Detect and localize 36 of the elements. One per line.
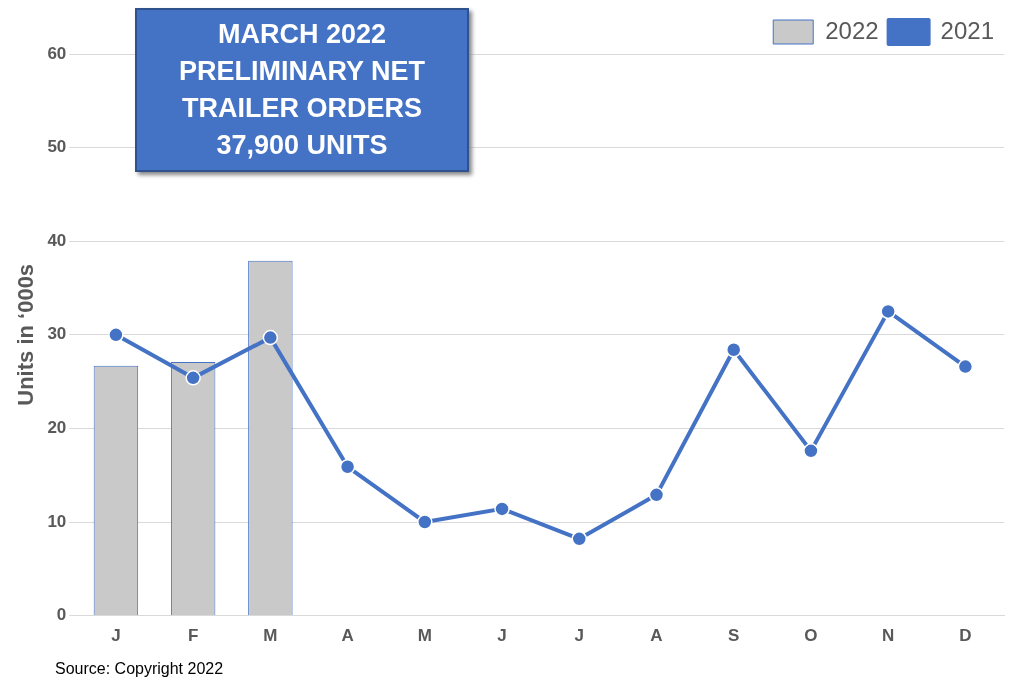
y-tick-label: 50 — [47, 137, 67, 157]
y-tick-label: 20 — [47, 418, 67, 438]
y-axis-title: Units in ‘000s — [13, 263, 39, 406]
legend-label: 2021 — [940, 16, 994, 44]
point — [880, 303, 896, 320]
x-tick-label: D — [959, 626, 972, 646]
y-tick-label: 0 — [56, 605, 67, 625]
y-tick-label: 30 — [47, 324, 67, 344]
source-note: Source: Copyright 2022 — [55, 660, 224, 678]
point — [262, 329, 279, 346]
point — [494, 501, 510, 517]
x-tick-label: F — [187, 626, 199, 646]
point — [725, 342, 742, 358]
y-tick-label: 10 — [47, 511, 67, 531]
x-tick-label: N — [882, 626, 895, 646]
point — [957, 358, 974, 375]
legend-label: 2022 — [825, 16, 879, 44]
x-tick-label: M — [417, 626, 432, 646]
x-tick-label: M — [263, 626, 278, 646]
point — [417, 514, 433, 530]
point — [339, 459, 356, 475]
point — [185, 370, 201, 386]
point — [803, 443, 819, 459]
x-tick-label: A — [341, 626, 354, 646]
y-tick-label: 40 — [47, 230, 67, 250]
x-tick-label: A — [650, 626, 663, 646]
point — [571, 531, 588, 547]
x-tick-label: J — [111, 626, 121, 646]
point — [108, 327, 124, 343]
x-tick-label: S — [728, 626, 740, 646]
x-tick-label: J — [574, 626, 584, 646]
note-box: MARCH 2022 PRELIMINARY NET TRAILER ORDERS 37,900 UNITS — [135, 8, 469, 172]
y-tick-label: 60 — [47, 43, 67, 63]
x-tick-label: J — [497, 626, 507, 646]
point — [648, 487, 665, 503]
x-tick-label: O — [804, 626, 818, 646]
